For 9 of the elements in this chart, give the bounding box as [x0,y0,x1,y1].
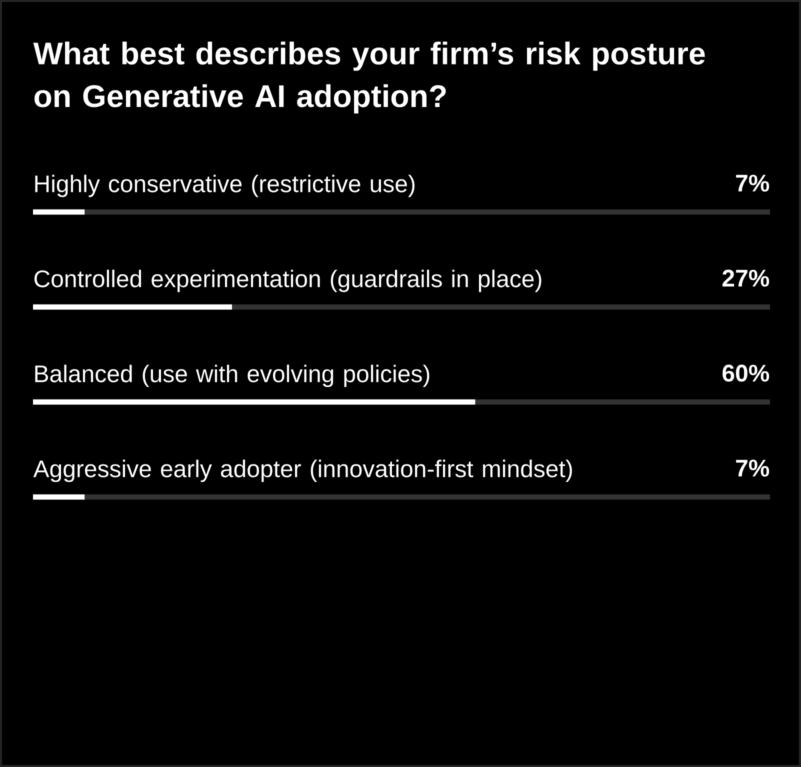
y-tick-label: Aggressive early adopter (innovation-first mindset) [33,460,572,482]
y-tick-label: Balanced (use with evolving policies) [35,364,430,388]
chart-title: What best describes your firm’s risk posture on Generative AI adoption? [33,42,705,114]
y-tick-label: Controlled experimentation (guardrails in place) [34,270,542,292]
data-label: 60% [722,364,770,382]
data-label: 27% [722,270,770,287]
data-label: 7% [736,174,770,192]
y-tick-label: Highly conservative (restrictive use) [35,174,414,198]
data-label: 7% [736,460,770,477]
